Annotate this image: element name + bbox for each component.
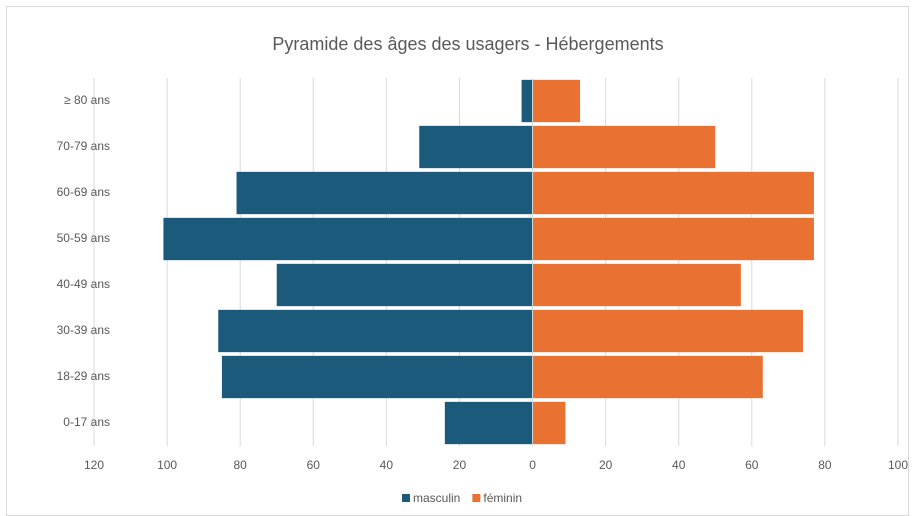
x-tick-label: 100 <box>888 458 908 472</box>
bar <box>221 355 533 399</box>
bar <box>532 125 716 169</box>
bar <box>532 79 581 123</box>
legend-swatch <box>402 494 410 502</box>
legend-label: féminin <box>483 491 522 505</box>
bar <box>521 79 533 123</box>
x-tick-label: 80 <box>818 458 832 472</box>
bar <box>532 263 741 307</box>
bar <box>532 355 763 399</box>
chart-title: Pyramide des âges des usagers - Hébergem… <box>272 34 663 54</box>
x-tick-label: 0 <box>529 458 536 472</box>
bar <box>236 171 533 215</box>
bar <box>218 309 533 353</box>
bar <box>532 401 566 445</box>
x-tick-label: 60 <box>307 458 321 472</box>
legend-label: masculin <box>413 491 460 505</box>
y-tick-label: 60-69 ans <box>57 185 110 199</box>
y-tick-label: 40-49 ans <box>57 277 110 291</box>
x-tick-label: 80 <box>234 458 248 472</box>
x-tick-label: 60 <box>745 458 759 472</box>
bar <box>532 309 803 353</box>
y-tick-label: 50-59 ans <box>57 231 110 245</box>
y-tick-label: 30-39 ans <box>57 323 110 337</box>
x-tick-label: 40 <box>380 458 394 472</box>
bar <box>444 401 533 445</box>
x-tick-label: 100 <box>157 458 177 472</box>
x-tick-label: 20 <box>453 458 467 472</box>
y-tick-label: ≥ 80 ans <box>64 93 110 107</box>
x-tick-label: 40 <box>672 458 686 472</box>
legend-swatch <box>472 494 481 502</box>
y-tick-label: 0-17 ans <box>63 415 110 429</box>
y-tick-label: 70-79 ans <box>57 139 110 153</box>
bar <box>163 217 533 261</box>
bar <box>532 171 814 215</box>
bar <box>532 217 814 261</box>
x-tick-label: 120 <box>84 458 104 472</box>
y-tick-label: 18-29 ans <box>57 369 110 383</box>
x-tick-label: 20 <box>599 458 613 472</box>
bar <box>419 125 533 169</box>
bar <box>276 263 533 307</box>
